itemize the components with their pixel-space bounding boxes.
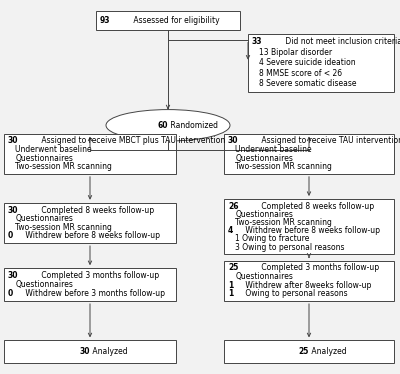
- Ellipse shape: [106, 110, 230, 141]
- Text: Completed 8 weeks follow-up: Completed 8 weeks follow-up: [259, 202, 374, 211]
- Text: 4: 4: [228, 226, 233, 235]
- Text: 26: 26: [228, 202, 238, 211]
- Text: Withdrew before 8 weeks follow-up: Withdrew before 8 weeks follow-up: [243, 226, 380, 235]
- Text: 30: 30: [8, 205, 18, 215]
- Text: 1: 1: [228, 280, 233, 290]
- Text: 1: 1: [228, 289, 233, 298]
- Text: 3 Owing to personal reasons: 3 Owing to personal reasons: [235, 243, 345, 252]
- Text: Assessed for eligibility: Assessed for eligibility: [131, 16, 220, 25]
- Text: Questionnaires: Questionnaires: [235, 210, 293, 219]
- Text: 13 Bipolar disorder: 13 Bipolar disorder: [259, 48, 332, 57]
- FancyBboxPatch shape: [224, 199, 394, 254]
- Text: Analyzed: Analyzed: [90, 347, 128, 356]
- Text: 25: 25: [228, 263, 238, 273]
- Text: Withdrew before 3 months follow-up: Withdrew before 3 months follow-up: [23, 289, 166, 298]
- FancyBboxPatch shape: [224, 261, 394, 301]
- Text: 30: 30: [228, 136, 238, 145]
- Text: Questionnaires: Questionnaires: [15, 153, 73, 163]
- Text: Did not meet inclusion criteria: Did not meet inclusion criteria: [283, 37, 400, 46]
- Text: 25: 25: [299, 347, 309, 356]
- Text: 30: 30: [80, 347, 90, 356]
- Text: 93: 93: [100, 16, 110, 25]
- Text: Assigned to receive TAU intervention: Assigned to receive TAU intervention: [259, 136, 400, 145]
- FancyBboxPatch shape: [224, 134, 394, 174]
- FancyBboxPatch shape: [4, 203, 176, 243]
- FancyBboxPatch shape: [248, 34, 394, 92]
- FancyBboxPatch shape: [224, 340, 394, 363]
- FancyBboxPatch shape: [4, 268, 176, 301]
- Text: Completed 8 weeks follow-up: Completed 8 weeks follow-up: [39, 205, 154, 215]
- Text: 8 MMSE score of < 26: 8 MMSE score of < 26: [259, 68, 342, 77]
- Text: Two-session MR scanning: Two-session MR scanning: [235, 162, 332, 171]
- Text: Two-session MR scanning: Two-session MR scanning: [15, 223, 112, 232]
- Text: 0: 0: [8, 231, 13, 240]
- Text: Two-session MR scanning: Two-session MR scanning: [235, 218, 332, 227]
- Text: Questionnaires: Questionnaires: [15, 214, 73, 223]
- Text: Two-session MR scanning: Two-session MR scanning: [15, 162, 112, 171]
- Text: Questionnaires: Questionnaires: [235, 272, 293, 281]
- Text: Completed 3 months follow-up: Completed 3 months follow-up: [259, 263, 379, 273]
- Text: Owing to personal reasons: Owing to personal reasons: [243, 289, 348, 298]
- Text: 8 Severe somatic disease: 8 Severe somatic disease: [259, 79, 357, 88]
- Text: 30: 30: [8, 271, 18, 280]
- Text: 1 Owing to fracture: 1 Owing to fracture: [235, 234, 310, 243]
- Text: 60: 60: [158, 121, 168, 130]
- Text: Analyzed: Analyzed: [309, 347, 347, 356]
- Text: Completed 3 months follow-up: Completed 3 months follow-up: [39, 271, 159, 280]
- Text: Randomized: Randomized: [168, 121, 218, 130]
- Text: Underwent baseline: Underwent baseline: [15, 145, 92, 154]
- FancyBboxPatch shape: [4, 340, 176, 363]
- Text: Withdrew before 8 weeks follow-up: Withdrew before 8 weeks follow-up: [23, 231, 160, 240]
- Text: Underwent baseline: Underwent baseline: [235, 145, 312, 154]
- Text: Withdrew after 8weeks follow-up: Withdrew after 8weeks follow-up: [243, 280, 372, 290]
- FancyBboxPatch shape: [4, 134, 176, 174]
- Text: 33: 33: [252, 37, 262, 46]
- FancyBboxPatch shape: [96, 11, 240, 30]
- Text: Assigned to receive MBCT plus TAU intervention: Assigned to receive MBCT plus TAU interv…: [39, 136, 225, 145]
- Text: Questionnaires: Questionnaires: [15, 280, 73, 289]
- Text: 30: 30: [8, 136, 18, 145]
- Text: 4 Severe suicide ideation: 4 Severe suicide ideation: [259, 58, 356, 67]
- Text: 0: 0: [8, 289, 13, 298]
- Text: Questionnaires: Questionnaires: [235, 153, 293, 163]
